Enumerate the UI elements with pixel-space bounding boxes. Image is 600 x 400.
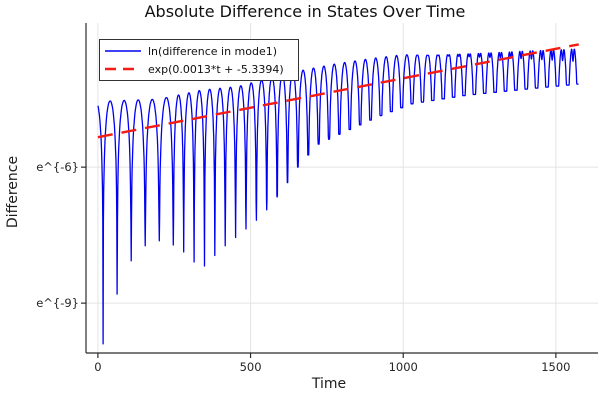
legend-label-series2: exp(0.0013*t + -5.3394): [148, 62, 284, 76]
x-tick-label: 0: [94, 360, 102, 374]
x-tick-label: 500: [239, 360, 262, 374]
chart-title: Absolute Difference in States Over Time: [144, 2, 466, 21]
legend-solid-line-swatch: [105, 50, 141, 52]
series-line-exp-fit: [97, 43, 579, 139]
x-axis-label: Time: [311, 376, 347, 392]
legend-label-series1: ln(difference in mode1): [148, 44, 278, 58]
legend: ln(difference in mode1) exp(0.0013*t + -…: [99, 39, 299, 81]
legend-entry-ln-difference: ln(difference in mode1): [104, 43, 294, 60]
x-tick-label: 1000: [388, 360, 418, 374]
series-line-ln-difference: [97, 48, 580, 345]
y-tick-label: e^{-9}: [36, 296, 79, 311]
legend-dashed-line-swatch: [105, 67, 141, 71]
legend-entry-exp-fit: exp(0.0013*t + -5.3394): [104, 61, 294, 78]
y-tick-label: e^{-6}: [36, 160, 79, 175]
x-tick-label: 1500: [541, 360, 571, 374]
y-axis-label: Difference: [5, 155, 21, 229]
